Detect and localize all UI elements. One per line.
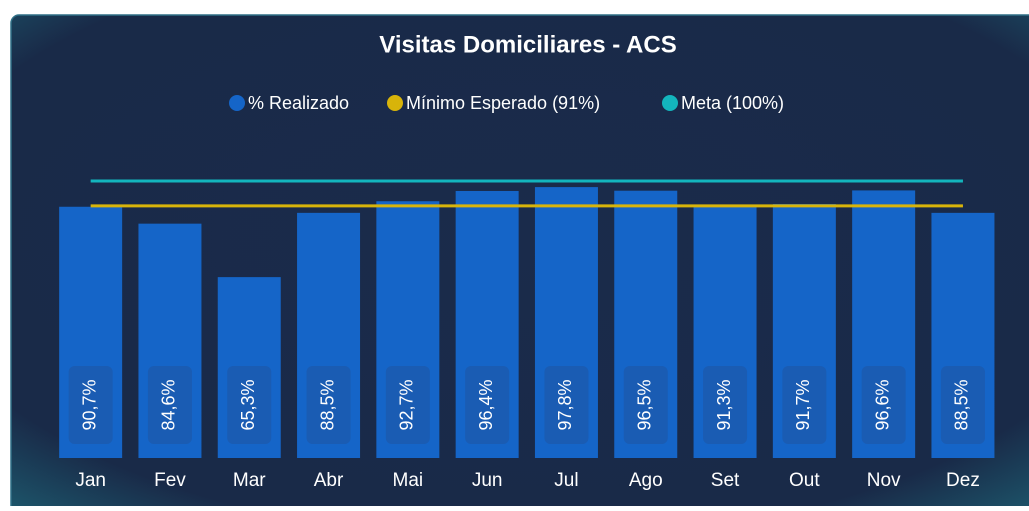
value-label: 91,7% bbox=[793, 379, 813, 430]
legend-label: Mínimo Esperado (91%) bbox=[406, 93, 600, 113]
value-label-box bbox=[861, 366, 906, 444]
value-label: 65,3% bbox=[238, 379, 258, 430]
legend-label: % Realizado bbox=[248, 93, 349, 113]
value-label: 84,6% bbox=[159, 379, 179, 430]
x-tick-label: Dez bbox=[946, 470, 980, 491]
x-tick-label: Out bbox=[789, 470, 820, 491]
value-label: 88,5% bbox=[952, 379, 972, 430]
x-tick-label: Set bbox=[711, 470, 740, 491]
value-label-box bbox=[147, 366, 192, 444]
value-label-box bbox=[703, 366, 748, 444]
chart-title: Visitas Domiciliares - ACS bbox=[379, 31, 676, 58]
value-label-box bbox=[68, 366, 113, 444]
legend-label: Meta (100%) bbox=[681, 93, 784, 113]
legend-swatch bbox=[387, 95, 403, 111]
x-tick-label: Jul bbox=[554, 470, 578, 491]
value-label-box bbox=[623, 366, 668, 444]
value-label-box bbox=[306, 366, 351, 444]
legend: % Realizado Mínimo Esperado (91%) Meta (10… bbox=[229, 93, 784, 113]
value-label: 97,8% bbox=[555, 379, 575, 430]
value-label: 96,6% bbox=[872, 379, 892, 430]
x-tick-label: Jan bbox=[75, 470, 106, 491]
value-label: 90,7% bbox=[79, 379, 99, 430]
value-label: 88,5% bbox=[317, 379, 337, 430]
value-label-box bbox=[385, 366, 430, 444]
value-label: 96,5% bbox=[635, 379, 655, 430]
x-tick-label: Fev bbox=[154, 470, 186, 491]
x-tick-label: Mar bbox=[233, 470, 266, 491]
value-label: 96,4% bbox=[476, 379, 496, 430]
value-label-box bbox=[227, 366, 272, 444]
value-label: 91,3% bbox=[714, 379, 734, 430]
x-tick-label: Abr bbox=[314, 470, 344, 491]
value-label-box bbox=[544, 366, 589, 444]
x-tick-label: Nov bbox=[867, 470, 901, 491]
x-tick-label: Ago bbox=[629, 470, 663, 491]
legend-swatch bbox=[229, 95, 245, 111]
value-label: 92,7% bbox=[397, 379, 417, 430]
x-tick-label: Jun bbox=[472, 470, 503, 491]
value-label-box bbox=[940, 366, 985, 444]
value-label-box bbox=[782, 366, 827, 444]
value-label-box bbox=[465, 366, 510, 444]
x-tick-label: Mai bbox=[393, 470, 424, 491]
legend-swatch bbox=[662, 95, 678, 111]
